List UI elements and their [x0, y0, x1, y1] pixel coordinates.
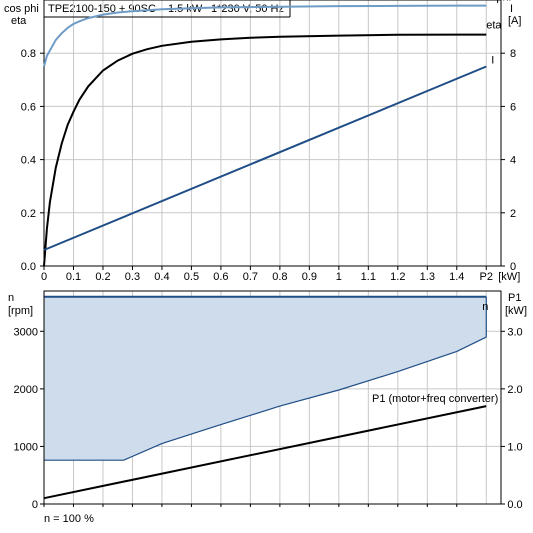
top-right-tick-label: 6 [510, 101, 516, 113]
top-left-axis-label-2: eta [11, 15, 27, 27]
top-x-tick-label: 0.5 [184, 271, 199, 283]
chart-title: TPE2100-150 + 90SC [48, 3, 156, 15]
top-x-tick-label: 0.6 [213, 271, 228, 283]
series-label-cos-phi: cos phi [476, 0, 511, 4]
top-left-tick-label: 0.6 [21, 101, 36, 113]
bottom-right-tick-label: 2.0 [507, 384, 522, 396]
bottom-left-tick-label: 0 [32, 499, 38, 511]
bottom-left-tick-label: 3000 [14, 326, 38, 338]
top-x-tick-label: 1 [336, 271, 342, 283]
top-left-axis-label-1: cos phi [4, 3, 39, 15]
top-x-tick-label: 1.4 [449, 271, 464, 283]
top-right-tick-label: 4 [510, 155, 516, 167]
top-left-tick-label: 0.2 [21, 208, 36, 220]
top-x-tick-label: 0.1 [66, 271, 81, 283]
speed-lower-line [44, 336, 487, 461]
top-x-unit: [kW] [498, 271, 520, 283]
top-x-tick-label: 0.2 [95, 271, 110, 283]
series-label-current: I [491, 55, 494, 67]
top-left-tick-label: 0.4 [21, 155, 36, 167]
bottom-right-tick-label: 1.0 [507, 441, 522, 453]
series-line-cos-phi [43, 4, 487, 67]
series-line-p1 [43, 405, 487, 500]
series-line-eta [43, 33, 487, 267]
bottom-right-tick-label: 3.0 [507, 326, 522, 338]
bottom-left-tick-label: 1000 [14, 441, 38, 453]
top-x-tick-label: 0.9 [302, 271, 317, 283]
top-x-tick-label: 0.3 [125, 271, 140, 283]
bottom-plot-frame [43, 290, 502, 505]
top-x-tick-label: 1.3 [420, 271, 435, 283]
bottom-right-axis-label-2: [kW] [505, 305, 527, 317]
top-right-tick-label: 2 [510, 208, 516, 220]
top-x-tick-label: 1.1 [361, 271, 376, 283]
bottom-left-axis-label-2: [rpm] [8, 305, 33, 317]
series-line-i [43, 65, 487, 251]
top-right-tick-label: 0 [510, 261, 516, 273]
speed-area [44, 296, 487, 461]
speed-note: n = 100 % [44, 513, 94, 525]
series-label-p1: P1 (motor+freq converter) [372, 393, 498, 405]
speed-power-plot: n P1 (motor+freq converter) 0 1000 2000 3000 0… [14, 290, 523, 511]
top-left-tick-label: 0.0 [21, 261, 36, 273]
top-right-axis-label-2: [A] [508, 15, 521, 27]
series-label-eta: eta [486, 20, 502, 32]
bottom-left-tick-label: 2000 [14, 384, 38, 396]
top-x-unit-label: P2 [480, 271, 493, 283]
series-label-speed: n [482, 301, 488, 313]
top-x-tick-label: 1.2 [390, 271, 405, 283]
top-x-tick-label: 0.4 [154, 271, 169, 283]
bottom-right-axis-label-1: P1 [508, 292, 521, 304]
top-x-tick-label: 0.8 [272, 271, 287, 283]
top-right-axis-label-1: I [510, 3, 513, 15]
top-left-tick-label: 0.8 [21, 48, 36, 60]
top-x-tick-label: 0 [41, 271, 47, 283]
bottom-left-axis-label-1: n [8, 292, 14, 304]
efficiency-current-plot: 0 0.1 0.2 0.3 0.4 0.5 0.6 0.7 0.8 0.9 1 1.1 1.2 1.3 1.… [21, 0, 520, 283]
top-right-tick-label: 8 [510, 48, 516, 60]
chart-supply: 1*230 V, 50 Hz [211, 3, 284, 15]
top-plot-frame [43, 0, 502, 267]
bottom-right-tick-label: 0.0 [507, 499, 522, 511]
top-x-tick-label: 0.7 [243, 271, 258, 283]
